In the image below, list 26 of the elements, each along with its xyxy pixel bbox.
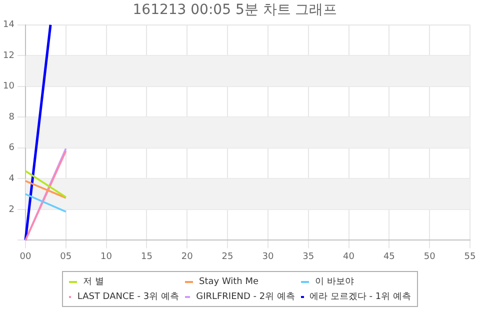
x-tick-label: 10 <box>100 252 112 262</box>
legend-label: LAST DANCE - 3위 예측 <box>77 291 179 303</box>
x-tick-label: 55 <box>464 252 476 262</box>
x-tick-label: 45 <box>383 252 395 262</box>
x-tick-label: 15 <box>140 252 152 262</box>
y-tick-label: 6 <box>8 143 15 154</box>
y-tick-label: 8 <box>8 112 15 122</box>
x-tick-label: 50 <box>424 252 436 262</box>
legend-label: GIRLFRIEND - 2위 예측 <box>196 291 295 303</box>
x-tick-label: 20 <box>181 252 194 262</box>
x-tick-label: 25 <box>222 252 234 262</box>
y-tick-label: 2 <box>8 204 14 215</box>
y-tick-label: 14 <box>3 20 15 30</box>
y-tick-label: 4 <box>8 174 15 184</box>
legend-label: 저 별 <box>83 276 104 288</box>
x-tick-label: 05 <box>60 252 72 262</box>
legend-label: Stay With Me <box>199 276 259 286</box>
y-tick-label: 12 <box>3 50 14 61</box>
legend-label: 에라 모르겠다 - 1위 예측 <box>310 291 411 303</box>
x-tick-label: 00 <box>20 252 32 262</box>
legend-label: 이 바보야 <box>315 276 354 288</box>
x-tick-label: 30 <box>262 252 274 262</box>
x-tick-label: 40 <box>343 252 355 262</box>
y-tick-label: 10 <box>3 82 15 92</box>
chart-title: 161213 00:05 5분 차트 그래프 <box>132 2 338 18</box>
x-tick-label: 35 <box>302 252 314 262</box>
